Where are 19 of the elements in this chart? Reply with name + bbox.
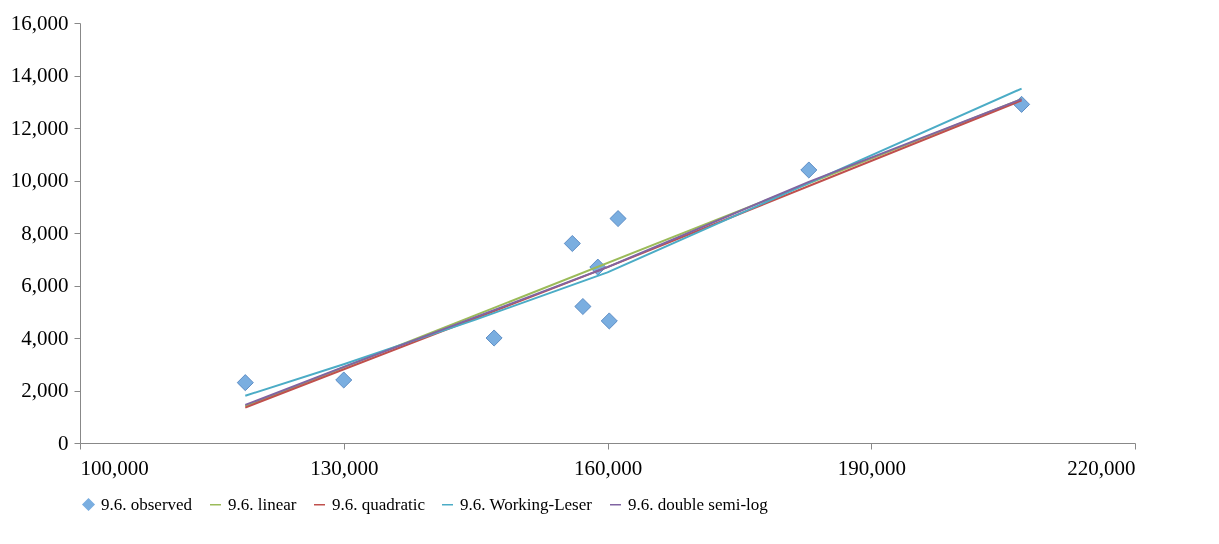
y-tick-label: 2,000 — [21, 378, 69, 402]
y-tick-label: 4,000 — [21, 325, 69, 350]
legend-label: 9.6. Working-Leser — [460, 494, 593, 514]
y-tick-label: 16,000 — [10, 10, 69, 35]
legend-label: 9.6. observed — [101, 494, 193, 514]
y-tick-label: 6,000 — [21, 273, 69, 297]
legend-label: 9.6. quadratic — [332, 494, 426, 514]
x-tick-label: 160,000 — [573, 455, 643, 480]
y-tick-label: 0 — [58, 430, 69, 455]
legend-label: 9.6. linear — [228, 494, 297, 514]
y-tick-label: 8,000 — [21, 220, 69, 245]
y-tick-label: 10,000 — [10, 168, 69, 192]
x-tick-label: 220,000 — [1067, 455, 1136, 480]
y-tick-label: 14,000 — [10, 63, 69, 87]
x-tick-label: 130,000 — [310, 455, 379, 480]
x-tick-label: 100,000 — [80, 455, 149, 480]
y-tick-label: 12,000 — [10, 115, 69, 140]
x-tick-label: 190,000 — [837, 455, 906, 480]
legend-label: 9.6. double semi-log — [628, 494, 769, 514]
